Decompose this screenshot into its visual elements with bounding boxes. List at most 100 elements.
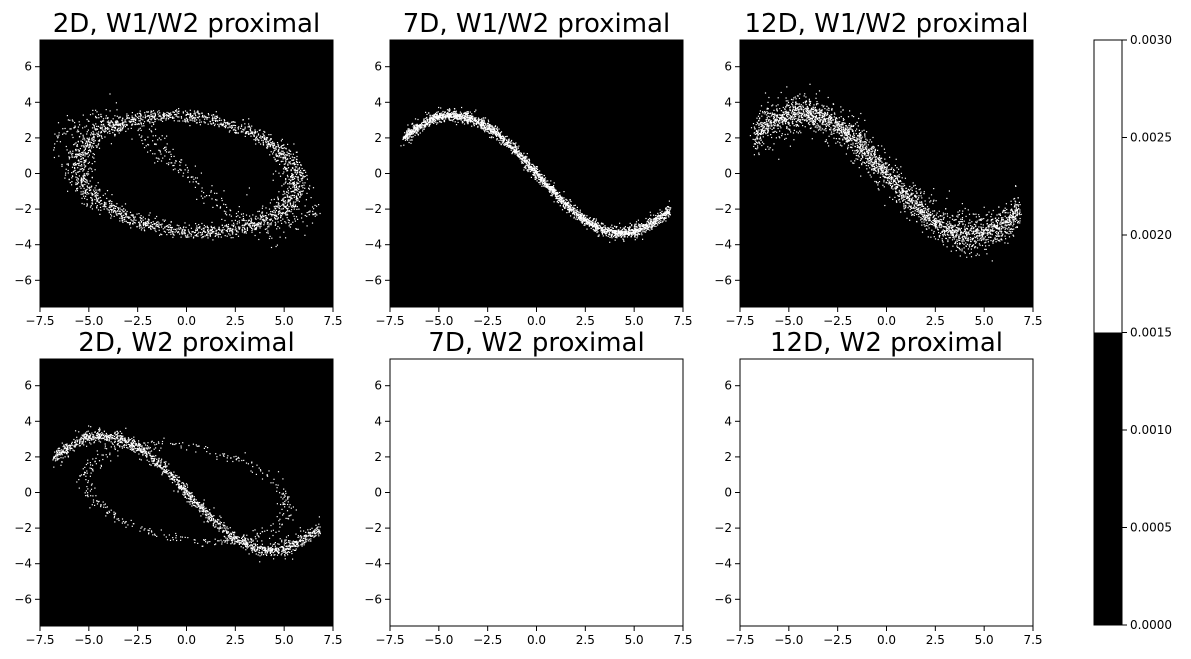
density-point [209,234,211,236]
density-point [663,213,665,215]
density-point [293,206,296,208]
density-point [72,171,75,173]
density-point [568,201,570,203]
density-point [289,161,291,163]
density-point [486,127,488,129]
density-point [275,160,277,162]
density-point [464,119,466,121]
density-point [634,235,636,237]
density-point [172,165,174,167]
density-point [154,114,156,117]
density-point [260,224,262,226]
density-point [260,221,262,223]
density-point [102,129,104,131]
density-point [576,215,578,217]
density-point [157,113,159,115]
density-point [145,116,147,118]
density-point [647,228,649,230]
density-point [481,128,483,130]
density-point [72,163,74,165]
density-point [108,212,110,214]
density-point [294,220,296,222]
density-point [214,115,216,117]
density-point [594,223,596,225]
density-point [83,146,85,148]
density-point [290,191,292,193]
density-point [447,111,449,114]
x-tick-label: 5.0 [275,314,294,328]
density-point [601,222,603,224]
density-point [302,176,304,178]
density-point [195,122,198,124]
density-point [259,136,261,139]
density-point [411,131,413,133]
density-point [556,196,558,198]
density-point [524,161,526,164]
density-point [560,202,562,205]
density-point [216,204,218,206]
density-point [178,171,180,174]
density-point [189,117,191,119]
density-point [261,207,263,209]
density-point [453,118,455,120]
density-point [483,125,486,127]
density-point [508,146,510,148]
density-point [606,227,608,229]
density-point [81,181,83,183]
density-point [189,233,191,235]
density-point [77,126,79,128]
density-point [116,115,118,117]
density-point [197,112,199,114]
density-point [140,229,143,231]
density-point [111,203,113,205]
density-point [263,138,265,140]
density-point [235,216,237,218]
density-point [189,114,191,116]
density-point [181,233,183,235]
density-point [82,158,84,160]
density-point [454,113,456,115]
density-point [86,204,88,206]
density-point [219,123,221,125]
density-point [269,223,271,225]
density-point [172,233,174,236]
density-point [267,226,269,228]
density-point [258,225,260,228]
density-point [592,218,595,220]
density-point [533,174,535,176]
density-point [153,116,155,118]
density-point [188,232,190,234]
density-point [564,203,566,205]
density-point [71,177,73,179]
density-point [282,173,284,175]
density-point [185,236,187,238]
density-point [225,123,227,125]
density-point [290,211,292,213]
density-point [262,140,264,142]
density-point [98,131,100,133]
density-point [85,178,87,181]
density-point [574,204,576,206]
density-point [199,119,201,121]
density-point [101,127,103,129]
density-point [199,226,201,228]
density-point [439,114,441,116]
density-point [418,125,420,127]
density-point [191,115,193,118]
density-point [119,217,121,219]
density-point [453,117,456,120]
density-point [226,214,228,216]
density-point [608,229,610,231]
density-point [195,230,197,232]
density-point [197,227,199,229]
density-point [104,127,106,129]
density-point [485,124,487,126]
density-point [186,113,189,115]
density-point [129,224,131,226]
density-point [229,126,231,128]
density-point [641,232,643,234]
density-point [540,179,542,181]
density-point [275,210,277,212]
density-point [226,235,228,237]
density-point [84,159,86,162]
